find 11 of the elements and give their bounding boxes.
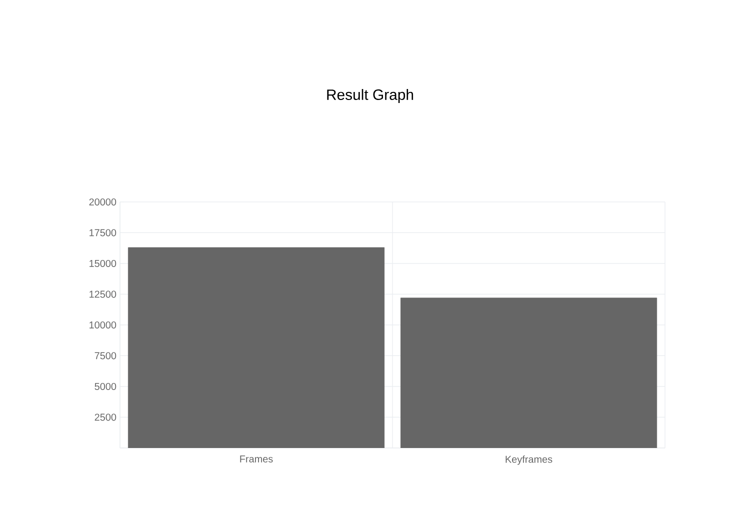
- y-tick-label: 15000: [90, 260, 116, 268]
- chart-title: Result Graph: [327, 89, 414, 103]
- x-tick-label: Frames: [240, 456, 273, 462]
- y-tick-label: 12500: [90, 290, 116, 298]
- y-tick-label: 20000: [89, 198, 116, 206]
- y-tick-label: 17500: [90, 229, 116, 236]
- y-tick-label: 2500: [94, 414, 116, 421]
- x-tick-label: Keyframes: [506, 455, 552, 465]
- y-tick-label: 5000: [94, 382, 116, 390]
- y-tick-label: 7500: [94, 352, 116, 360]
- y-tick-label: 10000: [90, 321, 116, 329]
